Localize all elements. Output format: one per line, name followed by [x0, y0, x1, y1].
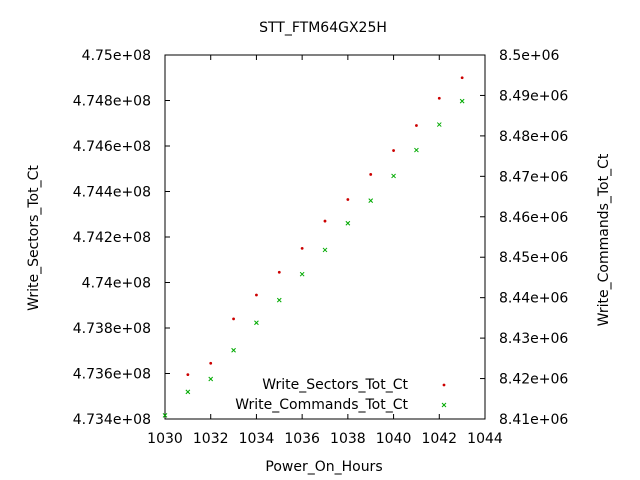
write-commands-point — [459, 98, 465, 104]
write-sectors-point — [437, 96, 441, 100]
write-commands-point — [322, 247, 328, 253]
legend-marker — [441, 402, 447, 408]
legend-marker — [442, 383, 446, 387]
x-axis-label: Power_On_Hours — [265, 459, 382, 475]
write-commands-point — [208, 376, 214, 382]
legend-label: Write_Commands_Tot_Ct — [235, 397, 408, 413]
y2-tick-label: 8.46e+06 — [499, 210, 568, 226]
write-commands-point — [299, 271, 305, 277]
y-tick-label: 4.738e+08 — [73, 321, 151, 337]
write-sectors-point — [300, 246, 304, 250]
y-tick-label: 4.744e+08 — [73, 185, 151, 201]
y-axis-label: Write_Sectors_Tot_Ct — [26, 165, 42, 311]
x-tick-label: 1042 — [421, 431, 457, 447]
y-tick-label: 4.742e+08 — [73, 230, 151, 246]
write-commands-point — [276, 297, 282, 303]
write-commands-point — [162, 413, 168, 418]
write-commands-point — [414, 147, 419, 153]
x-tick-label: 1032 — [193, 431, 229, 447]
write-sectors-point — [277, 270, 281, 274]
write-sectors-point — [392, 149, 395, 152]
y-tick-label: 4.748e+08 — [73, 94, 151, 110]
y2-tick-label: 8.48e+06 — [499, 129, 568, 145]
write-sectors-point — [460, 76, 464, 80]
y2-tick-label: 8.43e+06 — [499, 331, 568, 347]
x-tick-label: 1030 — [147, 431, 183, 447]
y-tick-label: 4.734e+08 — [73, 412, 151, 428]
plot-frame — [164, 54, 486, 420]
y2-tick-label: 8.47e+06 — [499, 169, 568, 185]
legend-label: Write_Sectors_Tot_Ct — [262, 377, 408, 393]
write-commands-point — [185, 389, 191, 395]
write-sectors-point — [186, 373, 190, 377]
x-tick-label: 1036 — [284, 431, 320, 447]
write-sectors-point — [323, 219, 327, 223]
y-tick-label: 4.75e+08 — [82, 48, 151, 64]
y-tick-label: 4.746e+08 — [73, 139, 151, 155]
y2-tick-label: 8.5e+06 — [499, 48, 560, 64]
y2-tick-label: 8.44e+06 — [499, 291, 568, 307]
write-sectors-point — [346, 198, 350, 201]
write-sectors-point — [209, 361, 213, 365]
x-tick-label: 1034 — [239, 431, 275, 447]
write-sectors-point — [255, 293, 258, 297]
y2-axis-label: Write_Commands_Tot_Ct — [596, 153, 612, 326]
x-tick-label: 1044 — [467, 431, 503, 447]
x-tick-label: 1038 — [330, 431, 366, 447]
write-commands-point — [231, 347, 236, 353]
y2-tick-label: 8.49e+06 — [499, 88, 568, 104]
write-sectors-point — [369, 173, 373, 176]
y2-tick-label: 8.41e+06 — [499, 412, 568, 428]
write-sectors-point — [232, 317, 235, 321]
data-points — [162, 76, 465, 418]
legend: Write_Sectors_Tot_Ct Write_Commands_Tot_C… — [235, 377, 447, 413]
y-tick-label: 4.74e+08 — [82, 276, 151, 292]
x-tick-label: 1040 — [376, 431, 412, 447]
write-sectors-point — [415, 124, 418, 127]
write-commands-point — [345, 220, 351, 226]
y2-tick-label: 8.45e+06 — [499, 250, 568, 266]
write-commands-point — [254, 320, 259, 326]
write-commands-point — [391, 173, 396, 179]
y2-tick-label: 8.42e+06 — [499, 372, 568, 388]
axis-ticks: 1030 1032 1034 1036 1038 1040 1042 1044 4.734e+0… — [73, 48, 569, 447]
chart-title: STT_FTM64GX25H — [259, 20, 387, 36]
write-commands-point — [368, 198, 374, 203]
y-tick-label: 4.736e+08 — [73, 367, 151, 383]
write-commands-point — [436, 122, 442, 127]
